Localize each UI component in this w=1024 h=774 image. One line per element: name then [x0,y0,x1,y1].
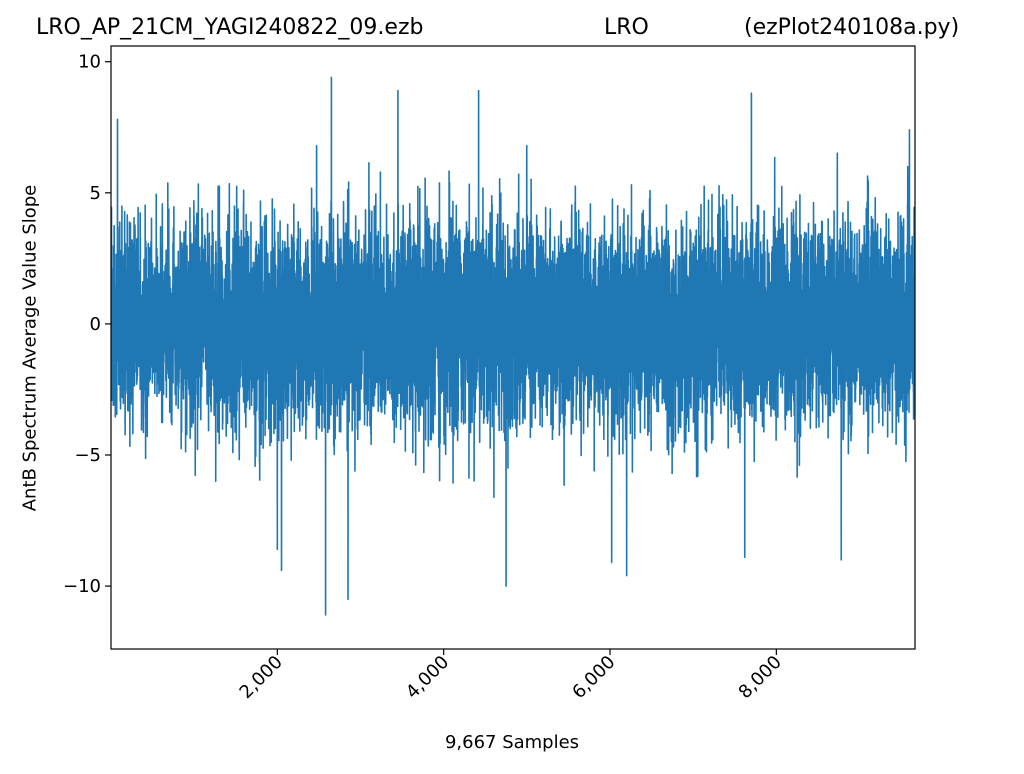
data-series [111,76,915,616]
series-line [111,76,915,616]
x-tick-label: 4,000 [402,652,453,703]
chart-title-file: LRO_AP_21CM_YAGI240822_09.ezb [36,15,424,40]
y-tick-label: 10 [78,52,101,73]
x-tick-label: 8,000 [735,652,786,703]
x-axis: 2,000 4,000 6,000 8,000 [236,649,786,703]
y-tick-label: −10 [63,576,101,597]
y-tick-label: 5 [90,183,101,204]
y-tick-label: 0 [90,314,101,335]
y-tick-label: −5 [74,445,101,466]
plot-frame [110,45,916,650]
y-axis-label: AntB Spectrum Average Value Slope [19,184,41,512]
chart-title-station: LRO [604,15,649,40]
chart-title-script: (ezPlot240108a.py) [744,15,960,40]
x-tick-label: 6,000 [568,652,619,703]
y-axis: −10 −5 0 5 10 [63,52,111,597]
x-axis-label: 9,667 Samples [444,732,580,753]
x-tick-label: 2,000 [236,652,287,703]
